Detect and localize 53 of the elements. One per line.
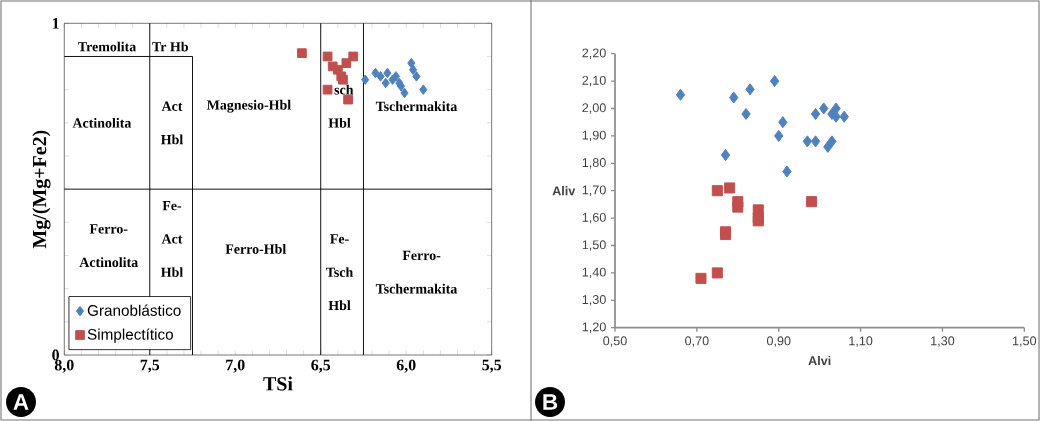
annotation: Act (161, 234, 183, 244)
x-tick-label: 5,5 (482, 359, 502, 373)
y-tick-label: 1,30 (582, 295, 606, 306)
annotation: Act (161, 101, 183, 111)
y-tick-label: 1,50 (582, 240, 606, 251)
annotation: Hbl (328, 300, 351, 311)
legend-label: Simplectítico (87, 328, 173, 343)
annotation: Magnesio-Hbl (206, 99, 291, 113)
annotation: Hbl (328, 117, 351, 128)
annotation: Actinolita (72, 117, 132, 128)
annotation: Hbl (160, 134, 183, 145)
x-tick-label: 0,90 (766, 336, 791, 347)
y-tick-label: 2,20 (582, 48, 606, 59)
annotation: Tschermakita (375, 101, 458, 112)
annotation: Fe- (330, 234, 349, 244)
y-tick-label: 2,00 (582, 103, 606, 114)
y-tick-label: 1,40 (582, 267, 606, 279)
x-tick-label: 6,5 (311, 359, 331, 373)
x-tick-label: 7,5 (140, 359, 160, 373)
y-tick-label: 1,60 (582, 212, 606, 224)
annotation: sch (334, 84, 354, 95)
y-tick-label: 1,90 (582, 130, 606, 142)
x-tick-label: 0,70 (685, 336, 709, 347)
text: A (13, 394, 29, 410)
x-axis-title: Alvi (808, 355, 831, 366)
x-tick-label: 1,30 (931, 336, 955, 347)
annotation: Ferro- (89, 224, 128, 234)
text: B (543, 394, 558, 410)
x-tick-label: 1,50 (1012, 336, 1037, 347)
x-axis-title: TSi (263, 376, 293, 391)
x-tick-label: 0,50 (603, 336, 627, 347)
annotation: Actinolita (79, 257, 138, 268)
annotation: Ferro-Hbl (225, 243, 286, 254)
y-axis-title: Aliv (552, 186, 576, 196)
y-axis-title: Mg/(Mg+Fe2) (32, 130, 51, 249)
y-tick-label: 1,20 (582, 322, 606, 333)
x-tick-label: 6,0 (396, 359, 416, 373)
x-tick-label: 7,0 (226, 359, 245, 373)
annotation: Tr Hb (152, 41, 188, 52)
annotation: Hbl (160, 267, 183, 277)
legend-label: Granoblástico (87, 304, 181, 316)
annotation: Tremolita (78, 41, 136, 52)
x-tick-label: 1,10 (849, 336, 873, 347)
annotation: Tschermakita (375, 283, 458, 294)
annotation: Fe- (162, 201, 182, 211)
y-tick-label: 1,80 (582, 158, 606, 169)
y-tick-label: 0 (52, 349, 59, 361)
annotation: Tsch (326, 267, 354, 277)
y-tick-label: 1,70 (582, 185, 606, 196)
y-tick-label: 2,10 (582, 75, 606, 87)
x-tick-label: 8,0 (54, 359, 74, 373)
annotation: Ferro- (402, 250, 441, 261)
y-tick-label: 1 (52, 18, 59, 29)
